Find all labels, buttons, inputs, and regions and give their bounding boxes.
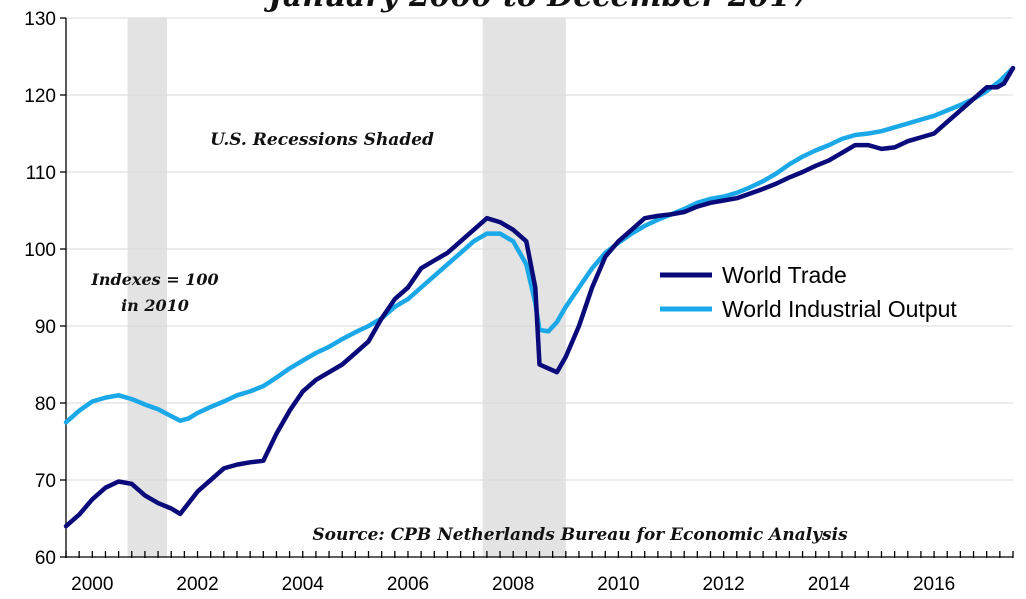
chart-title: January 2000 to December 2017 bbox=[264, 0, 812, 14]
index-annotation-line2: in 2010 bbox=[121, 296, 189, 315]
x-tick-label-2008: 2008 bbox=[492, 574, 534, 595]
y-tick-label-100: 100 bbox=[24, 240, 56, 261]
index-annotation-line1: Indexes = 100 bbox=[90, 270, 218, 289]
series-line-world-trade bbox=[63, 65, 1016, 529]
legend-label-world-trade: World Trade bbox=[722, 262, 847, 288]
y-tick-label-110: 110 bbox=[26, 163, 56, 184]
recession-band-1 bbox=[482, 18, 566, 557]
series-lines bbox=[63, 65, 1016, 529]
legend-label-world-industrial-output: World Industrial Output bbox=[722, 296, 957, 322]
x-tick-label-2000: 2000 bbox=[71, 574, 113, 595]
y-tick-label-130: 130 bbox=[24, 9, 56, 30]
x-tick-label-2012: 2012 bbox=[702, 574, 744, 595]
axes: 60 70 80 90 100 110 120 130 2000 2002 2004 2006 2008… bbox=[24, 9, 1014, 595]
x-tick-label-2006: 2006 bbox=[387, 574, 429, 595]
x-tick-label-2014: 2014 bbox=[808, 574, 851, 595]
y-tick-label-90: 90 bbox=[35, 317, 56, 338]
x-tick-label-2004: 2004 bbox=[282, 574, 325, 595]
y-tick-label-120: 120 bbox=[24, 86, 56, 107]
x-tick-label-2010: 2010 bbox=[597, 574, 639, 595]
recession-band-0 bbox=[127, 18, 168, 557]
legend: World Trade World Industrial Output bbox=[660, 262, 957, 322]
x-tick-label-2002: 2002 bbox=[176, 574, 218, 595]
source-annotation: Source: CPB Netherlands Bureau for Econo… bbox=[312, 525, 848, 545]
y-tick-label-80: 80 bbox=[35, 394, 56, 415]
y-tick-label-60: 60 bbox=[35, 548, 56, 569]
recessions-annotation: U.S. Recessions Shaded bbox=[210, 130, 434, 150]
x-tick-label-2016: 2016 bbox=[913, 574, 955, 595]
recession-bands bbox=[127, 18, 566, 557]
y-tick-label-70: 70 bbox=[35, 471, 56, 492]
